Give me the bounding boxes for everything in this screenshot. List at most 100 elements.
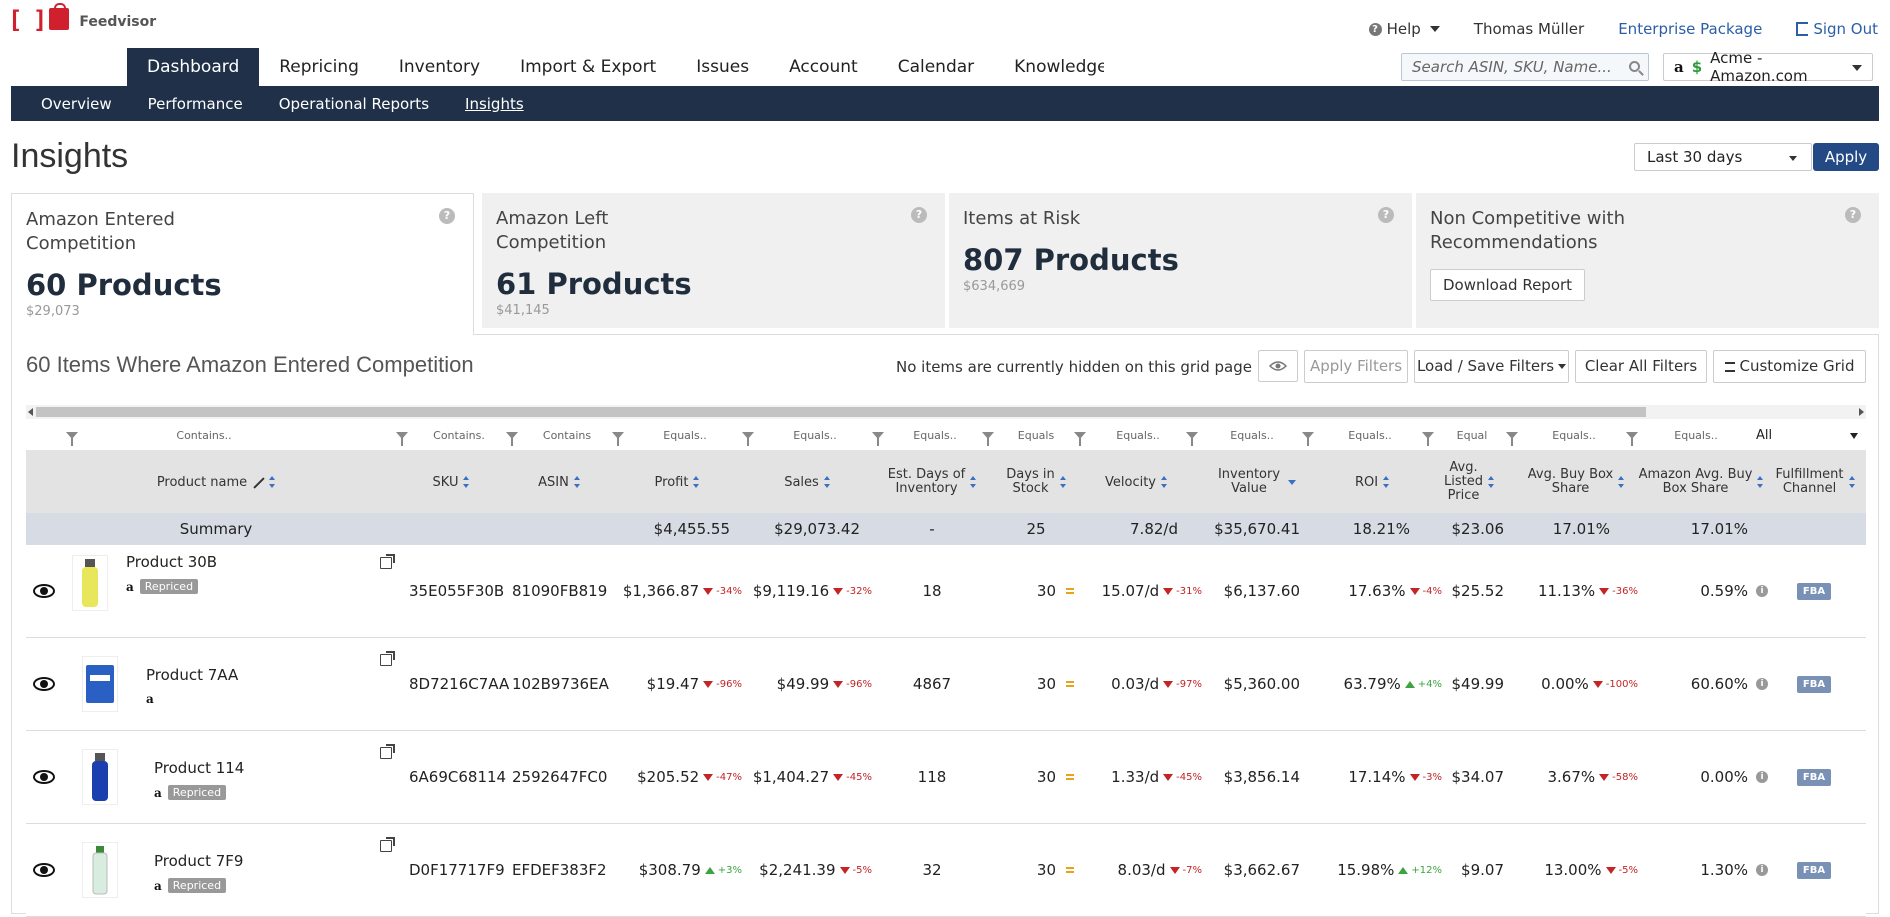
subnav-operational-reports[interactable]: Operational Reports — [278, 94, 430, 113]
external-link-icon[interactable] — [380, 651, 395, 666]
filter-icon[interactable] — [506, 432, 518, 446]
filter-icon[interactable] — [742, 432, 754, 446]
filter-icon[interactable] — [1506, 432, 1518, 446]
sort-icon[interactable] — [573, 476, 580, 488]
filter-sales[interactable]: Equals.. — [742, 421, 872, 450]
column-header-velocity[interactable]: Velocity — [1080, 451, 1192, 513]
filter-est-days[interactable]: Equals.. — [872, 421, 982, 450]
column-header-avg-listed[interactable]: Avg. Listed Price — [1422, 451, 1516, 513]
tab-import-export[interactable]: Import & Export — [500, 48, 677, 86]
eye-icon[interactable] — [33, 770, 55, 784]
filter-icon[interactable] — [1074, 432, 1086, 446]
sort-icon[interactable] — [970, 476, 977, 488]
subnav-overview[interactable]: Overview — [41, 94, 112, 113]
enterprise-package-link[interactable]: Enterprise Package — [1618, 20, 1763, 38]
sort-icon[interactable] — [1848, 476, 1855, 488]
column-header-sales[interactable]: Sales — [742, 451, 872, 513]
tab-account[interactable]: Account — [769, 48, 878, 86]
external-link-icon[interactable] — [380, 837, 395, 852]
filter-icon[interactable] — [872, 432, 884, 446]
column-header-asin[interactable]: ASIN — [506, 451, 612, 513]
product-name[interactable]: Product 7AA — [146, 666, 239, 684]
show-hidden-button[interactable] — [1258, 350, 1298, 382]
eye-icon[interactable] — [33, 863, 55, 877]
feedvisor-logo[interactable]: [ ] Feedvisor — [8, 3, 156, 32]
filter-icon[interactable] — [1626, 432, 1638, 446]
tab-inventory[interactable]: Inventory — [378, 48, 501, 86]
sort-icon[interactable] — [1383, 476, 1390, 488]
filter-icon[interactable] — [1422, 432, 1434, 446]
load-save-filters-button[interactable]: Load / Save Filters — [1414, 350, 1569, 383]
account-selector[interactable]: a $ Acme - Amazon.com — [1663, 49, 1873, 85]
sort-icon[interactable] — [463, 476, 470, 488]
filter-amz-buybox[interactable]: Equals.. — [1626, 421, 1750, 450]
filter-sku[interactable]: Contains. — [396, 421, 506, 450]
question-circle-icon[interactable]: ? — [439, 208, 455, 224]
subnav-performance[interactable]: Performance — [147, 94, 243, 113]
sort-icon[interactable] — [1618, 476, 1625, 488]
sort-icon[interactable] — [1059, 476, 1066, 488]
apply-filters-button[interactable]: Apply Filters — [1304, 350, 1408, 383]
info-icon[interactable]: i — [1756, 771, 1768, 783]
table-row[interactable]: Product 114 a Repriced 6A69C68114 2592647FC0… — [26, 731, 1866, 824]
column-header-est-days[interactable]: Est. Days of Inventory — [872, 451, 992, 513]
help-menu[interactable]: ? Help — [1368, 20, 1440, 38]
subnav-insights[interactable]: Insights — [465, 94, 524, 113]
card-non-competitive[interactable]: Non Competitive with Recommendations Dow… — [1416, 193, 1879, 328]
external-link-icon[interactable] — [380, 744, 395, 759]
filter-profit[interactable]: Equals.. — [612, 421, 742, 450]
table-row[interactable]: Product 30B a Repriced 35E055F30B 81090FB819… — [26, 545, 1866, 638]
column-header-profit[interactable]: Profit — [612, 451, 742, 513]
sort-desc-icon[interactable] — [1288, 479, 1297, 485]
clear-all-filters-button[interactable]: Clear All Filters — [1575, 350, 1707, 383]
column-header-product[interactable]: Product name — [66, 451, 366, 513]
horizontal-scrollbar[interactable] — [26, 405, 1866, 419]
filter-icon[interactable] — [982, 432, 994, 446]
filter-roi[interactable]: Equals.. — [1302, 421, 1422, 450]
expand-icon[interactable] — [253, 477, 264, 488]
filter-icon[interactable] — [1302, 432, 1314, 446]
column-header-days-stock[interactable]: Days in Stock — [992, 451, 1080, 513]
external-link-icon[interactable] — [380, 554, 395, 569]
table-row[interactable]: Product 7AA a 8D7216C7AA 102B9736EA $19.47 -9… — [26, 638, 1866, 731]
filter-velocity[interactable]: Equals.. — [1074, 421, 1186, 450]
tab-issues[interactable]: Issues — [676, 48, 770, 86]
table-row[interactable]: Product 7F9 a Repriced D0F17717F9 EFDEF383F2… — [26, 824, 1866, 917]
sort-icon[interactable] — [693, 476, 700, 488]
product-image[interactable] — [82, 656, 118, 712]
question-circle-icon[interactable]: ? — [1378, 207, 1394, 223]
tab-dashboard[interactable]: Dashboard — [127, 48, 260, 86]
user-name[interactable]: Thomas Müller — [1473, 20, 1585, 38]
sort-icon[interactable] — [1487, 476, 1494, 488]
scroll-left-icon[interactable] — [28, 408, 33, 416]
column-header-fulfillment[interactable]: Fulfillment Channel — [1766, 451, 1864, 513]
eye-icon[interactable] — [33, 584, 55, 598]
product-image[interactable] — [82, 842, 118, 898]
filter-avg-listed[interactable]: Equal — [1422, 421, 1506, 450]
customize-grid-button[interactable]: Customize Grid — [1713, 350, 1866, 383]
search-input[interactable]: Search ASIN, SKU, Name... — [1401, 53, 1649, 81]
scrollbar-thumb[interactable] — [36, 407, 1646, 417]
sign-out-link[interactable]: Sign Out — [1796, 20, 1878, 38]
filter-buybox[interactable]: Equals.. — [1506, 421, 1626, 450]
filter-icon[interactable] — [66, 432, 78, 446]
sort-icon[interactable] — [823, 476, 830, 488]
info-icon[interactable]: i — [1756, 864, 1768, 876]
column-header-sku[interactable]: SKU — [396, 451, 506, 513]
apply-button[interactable]: Apply — [1813, 143, 1879, 171]
card-amazon-left[interactable]: Amazon Left Competition 61 Products $41,… — [482, 193, 945, 328]
column-header-amz-buybox[interactable]: Amazon Avg. Buy Box Share — [1636, 451, 1766, 513]
download-report-button[interactable]: Download Report — [1430, 269, 1586, 301]
filter-icon[interactable] — [396, 432, 408, 446]
search-icon[interactable] — [1629, 61, 1640, 72]
column-header-buybox[interactable]: Avg. Buy Box Share — [1516, 451, 1636, 513]
question-circle-icon[interactable]: ? — [1845, 207, 1861, 223]
filter-icon[interactable] — [1186, 432, 1198, 446]
filter-days-stock[interactable]: Equals — [982, 421, 1074, 450]
row-visibility[interactable] — [26, 638, 62, 730]
period-select[interactable]: Last 30 days — [1634, 143, 1812, 171]
question-circle-icon[interactable]: ? — [911, 207, 927, 223]
row-visibility[interactable] — [26, 731, 62, 823]
info-icon[interactable]: i — [1756, 678, 1768, 690]
card-items-at-risk[interactable]: Items at Risk 807 Products $634,669 ? — [949, 193, 1412, 328]
